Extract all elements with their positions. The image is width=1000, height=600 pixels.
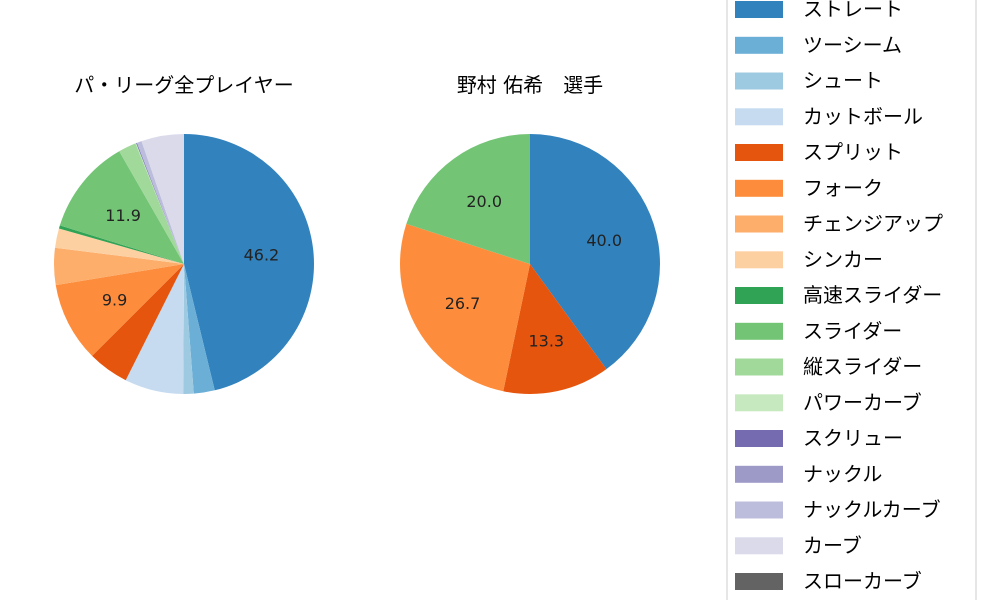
legend-label: スローカーブ [803, 569, 922, 593]
pie-slice [406, 134, 530, 264]
legend-item: カットボール [735, 104, 923, 128]
player-pie-chart: 野村 佑希 選手 40.0 13.3 26.7 20.0 [399, 73, 660, 395]
pie-slice [55, 264, 185, 356]
pie-slice [59, 151, 185, 264]
legend-item: 高速スライダー [735, 283, 942, 307]
legend-item: シンカー [735, 247, 883, 271]
legend-label: カットボール [803, 104, 923, 128]
legend-swatch [735, 394, 783, 412]
pie-slice [503, 264, 607, 395]
legend-label: ストレート [803, 0, 903, 21]
legend-item: ツーシーム [735, 33, 902, 57]
legend-item: 縦スライダー [735, 355, 922, 379]
legend-label: 高速スライダー [803, 283, 942, 307]
legend-swatch [735, 215, 783, 233]
pie-slice [54, 247, 185, 286]
legend-item: ナックル [735, 462, 882, 486]
legend-label: パワーカーブ [803, 390, 922, 414]
legend-swatch [735, 1, 783, 18]
pie-slice [136, 141, 184, 264]
pie-slice [184, 264, 215, 394]
legend-label: スライダー [803, 319, 902, 343]
legend-label: スクリュー [803, 426, 903, 450]
legend-item: スプリット [735, 140, 903, 164]
pie-slice [58, 225, 184, 264]
pie-slice [55, 228, 184, 264]
legend-swatch [735, 430, 783, 447]
legend-swatch [735, 501, 783, 519]
legend-item: スクリュー [735, 426, 903, 450]
legend-label: ナックル [803, 462, 882, 486]
slice-value-label: 13.3 [528, 331, 564, 350]
league-pie-title: パ・リーグ全プレイヤー [74, 73, 293, 97]
pie-slice [399, 223, 530, 392]
legend-label: シンカー [803, 247, 883, 271]
legend-swatch [735, 287, 783, 304]
legend-swatch [735, 573, 783, 590]
legend-label: チェンジアップ [803, 212, 943, 236]
pie-slice [184, 134, 314, 391]
league-pie-chart: パ・リーグ全プレイヤー 46.2 9.9 11.9 [54, 73, 314, 395]
pie-slice [141, 134, 184, 264]
legend-frame [726, 0, 977, 600]
pie-slice [125, 264, 184, 394]
legend-label: シュート [803, 69, 883, 93]
legend-label: ツーシーム [803, 33, 902, 57]
player-pie-title: 野村 佑希 選手 [457, 73, 603, 97]
legend-swatch [735, 322, 783, 340]
legend-item: ナックルカーブ [735, 498, 941, 522]
legend-swatch [735, 108, 783, 126]
legend-swatch [735, 72, 783, 90]
legend-label: ナックルカーブ [803, 498, 941, 522]
legend-label: スプリット [803, 140, 903, 164]
legend-item: フォーク [735, 176, 883, 200]
legend-swatch [735, 465, 783, 483]
legend-swatch [735, 251, 783, 269]
pie-slice [136, 142, 184, 264]
legend-item: ストレート [735, 0, 903, 21]
legend-swatch [735, 179, 783, 197]
pie-slice [92, 264, 184, 381]
slice-value-label: 9.9 [102, 291, 127, 310]
slice-value-label: 26.7 [445, 294, 481, 313]
pie-slice [183, 264, 194, 395]
legend-item: シュート [735, 69, 883, 93]
legend-label: カーブ [803, 533, 862, 557]
legend-label: 縦スライダー [803, 355, 922, 379]
legend-swatch [735, 537, 783, 555]
legend-item: チェンジアップ [735, 212, 943, 236]
slice-value-label: 40.0 [586, 231, 622, 250]
slice-value-label: 20.0 [466, 192, 502, 211]
legend: ストレートツーシームシュートカットボールスプリットフォークチェンジアップシンカー… [726, 0, 977, 600]
slice-value-label: 11.9 [105, 206, 141, 225]
legend-item: パワーカーブ [735, 390, 922, 414]
pie-slice [135, 143, 184, 264]
legend-label: フォーク [803, 176, 883, 200]
legend-swatch [735, 144, 783, 161]
legend-swatch [735, 36, 783, 54]
legend-item: スローカーブ [735, 569, 922, 593]
legend-item: スライダー [735, 319, 902, 343]
slice-value-label: 46.2 [244, 246, 280, 265]
legend-item: カーブ [735, 533, 862, 557]
pie-slice [119, 143, 184, 264]
pie-slice [530, 134, 660, 370]
legend-swatch [735, 358, 783, 376]
